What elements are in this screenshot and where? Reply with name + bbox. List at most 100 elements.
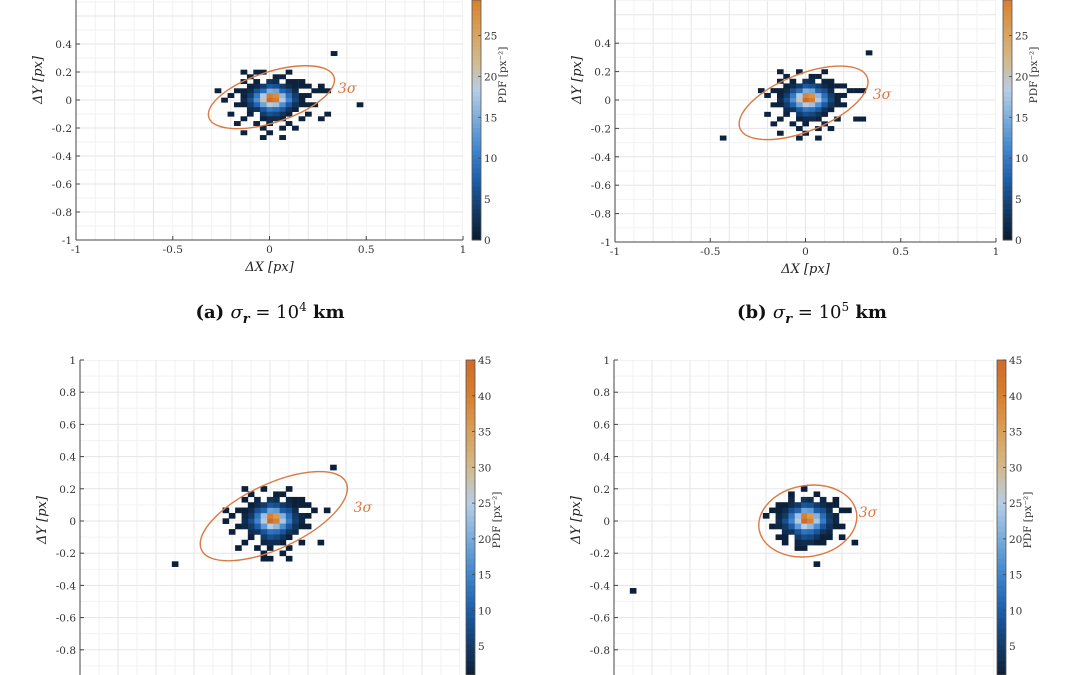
- heatmap-cell: [775, 507, 783, 514]
- heatmap-cell: [807, 523, 814, 530]
- y-axis-label: ΔY [px]: [35, 495, 50, 545]
- sigma-ellipse: [738, 65, 869, 141]
- heatmap-cell: [827, 126, 835, 132]
- heatmap-cell: [802, 88, 809, 94]
- heatmap-cell: [259, 111, 267, 117]
- heatmap-cell: [802, 130, 809, 136]
- heatmap-cell: [247, 523, 255, 530]
- heatmap-cell: [266, 507, 274, 514]
- heatmap-cell: [832, 518, 840, 524]
- heatmap-cell: [266, 555, 274, 562]
- x-tick-label: 0: [266, 244, 273, 256]
- colorbar-tick-label: 20: [1009, 534, 1022, 546]
- heatmap-cell: [260, 529, 268, 535]
- heatmap-cell: [259, 97, 267, 103]
- sigma-ellipse: [207, 65, 336, 130]
- heatmap-cell: [789, 88, 797, 94]
- heatmap-cell: [819, 513, 827, 519]
- heatmap-cell: [279, 97, 286, 103]
- heatmap-cell: [292, 125, 299, 131]
- heatmap-cell: [813, 518, 821, 524]
- heatmap-cell: [279, 502, 287, 508]
- heatmap-cell: [800, 529, 808, 535]
- heatmap-cell: [272, 93, 280, 99]
- heatmap-cell: [719, 135, 727, 141]
- y-tick-label: -0.2: [591, 123, 611, 135]
- y-tick-label: -0.8: [591, 209, 611, 221]
- heatmap-cell: [260, 534, 268, 541]
- heatmap-cell: [769, 523, 776, 530]
- heatmap-cell: [298, 97, 306, 103]
- ellipse-label: 3σ: [338, 81, 357, 97]
- heatmap-cell: [272, 102, 280, 108]
- y-axis-label: ΔY [px]: [570, 55, 585, 105]
- heatmap-cell: [285, 502, 293, 508]
- heatmap-cell: [273, 507, 280, 514]
- heatmap-cell: [827, 88, 835, 94]
- y-tick-label: 0.8: [593, 387, 610, 399]
- y-tick-label: 0: [604, 95, 611, 107]
- heatmap-cell: [775, 523, 783, 530]
- heatmap-cell: [770, 102, 778, 108]
- heatmap-cell: [781, 534, 789, 541]
- colorbar-label: PDF [px⁻²]: [497, 47, 509, 104]
- y-tick-label: 0.4: [59, 452, 76, 464]
- heatmap-cell: [815, 73, 822, 79]
- heatmap-cell: [222, 507, 230, 514]
- heatmap-cell: [834, 83, 841, 89]
- colorbar-tick-label: 10: [1009, 605, 1022, 617]
- heatmap-cell: [788, 518, 795, 524]
- heatmap-cell: [330, 51, 338, 57]
- y-tick-label: 0: [69, 516, 76, 528]
- heatmap-cell: [266, 102, 274, 108]
- heatmap-cell: [241, 496, 249, 503]
- heatmap-cell: [821, 107, 829, 113]
- y-tick-label: -0.8: [52, 207, 72, 219]
- heatmap-cell: [783, 92, 790, 98]
- y-tick-label: -0.4: [590, 580, 611, 592]
- colorbar: 5 10 15 20 25 30 35 40 45 PDF [px⁻²]: [465, 355, 503, 675]
- heatmap-cell: [323, 507, 331, 514]
- colorbar-tick-label: 45: [1009, 355, 1022, 367]
- heatmap-cell: [292, 513, 299, 519]
- heatmap-cell: [800, 534, 808, 541]
- heatmap-cell: [783, 83, 790, 89]
- heatmap-cell: [813, 523, 821, 530]
- heatmap-cell: [311, 88, 319, 94]
- heatmap-cell: [285, 534, 293, 541]
- heatmap-cell: [285, 88, 293, 94]
- heatmap-cell: [266, 116, 274, 122]
- heatmap-cell: [794, 545, 802, 551]
- heatmap-cell: [794, 513, 802, 519]
- heatmap-cell: [266, 545, 274, 551]
- heatmap-cell: [285, 513, 293, 519]
- heatmap-cell: [815, 135, 822, 141]
- heatmap-cell: [840, 83, 848, 89]
- colorbar-tick-label: 0: [484, 235, 491, 247]
- heatmap-cell: [241, 513, 249, 519]
- heatmap-cell: [821, 102, 829, 108]
- heatmap-cell: [233, 102, 241, 108]
- heatmap-cell: [221, 97, 228, 103]
- heatmap-cell: [241, 518, 249, 524]
- heatmap-cell: [775, 513, 783, 519]
- x-axis-label: ΔX [px]: [244, 260, 295, 275]
- colorbar-label: PDF [px⁻²]: [1022, 492, 1034, 549]
- heatmap-cell: [253, 79, 261, 85]
- heatmap-cell: [266, 79, 274, 85]
- heatmap-cell: [240, 102, 248, 108]
- heatmap-cell: [304, 102, 312, 108]
- colorbar-tick-label: 25: [484, 30, 497, 42]
- y-tick-label: 0: [603, 516, 610, 528]
- x-tick-label: -1: [610, 246, 620, 258]
- y-tick-label: 0.6: [59, 419, 76, 431]
- heatmap-cell: [845, 507, 852, 514]
- heatmap-cell: [815, 83, 822, 89]
- heatmap-cell: [260, 518, 268, 524]
- heatmap-cell: [304, 513, 312, 519]
- heatmap-cell: [813, 529, 821, 535]
- heatmap-cell: [788, 507, 795, 514]
- heatmap-cell: [800, 496, 808, 503]
- heatmap-cell: [807, 502, 814, 508]
- heatmap-cell: [802, 78, 809, 84]
